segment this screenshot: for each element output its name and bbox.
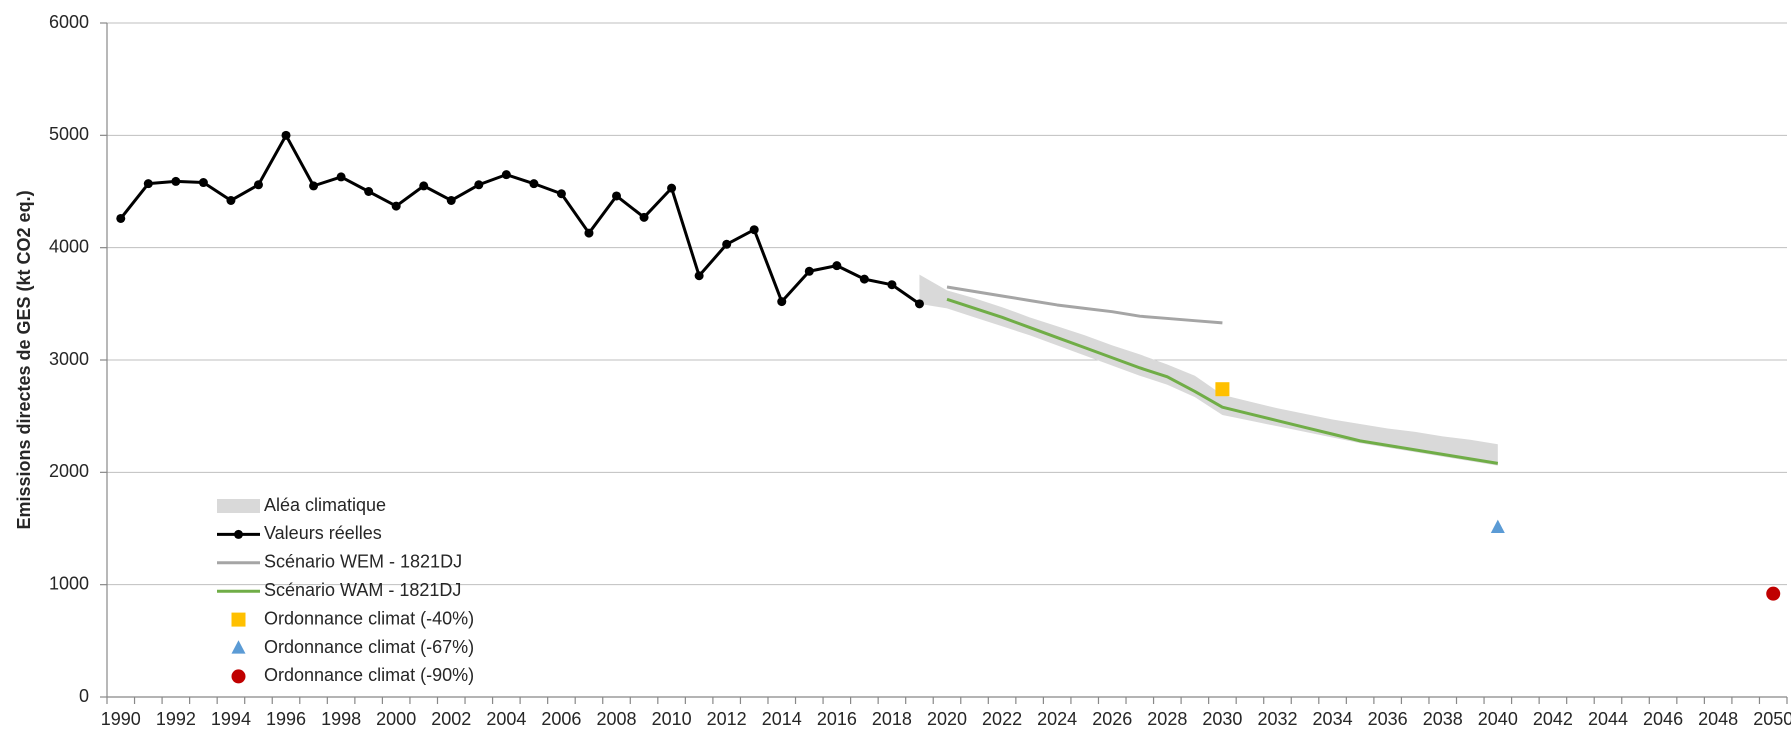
legend-item: Ordonnance climat (-90%) [231,665,474,685]
point [556,189,566,199]
point [612,191,622,201]
legend-label: Scénario WAM - 1821DJ [264,580,461,600]
point [694,271,704,281]
x-tick-label: 2014 [762,709,802,729]
point [777,297,787,307]
point [391,201,401,211]
legend-marker [234,529,243,539]
x-tick-label: 2050 [1753,709,1791,729]
x-tick-label: 2018 [872,709,912,729]
legend-label: Scénario WEM - 1821DJ [264,552,462,572]
legend-marker [231,669,246,684]
point [914,299,924,309]
point [722,239,732,249]
x-tick-label: 2046 [1643,709,1683,729]
x-tick-label: 2034 [1313,709,1353,729]
x-tick-label: 2002 [431,709,471,729]
point [1766,586,1781,601]
y-tick-label: 5000 [49,124,89,144]
x-tick-label: 2008 [596,709,636,729]
point [1490,519,1505,533]
legend-item: Scénario WAM - 1821DJ [217,580,461,600]
x-tick-label: 2028 [1147,709,1187,729]
x-tick-label: 1996 [266,709,306,729]
x-tick-label: 1990 [101,709,141,729]
y-tick-label: 1000 [49,573,89,593]
x-tick-label: 2032 [1257,709,1297,729]
legend-item: Ordonnance climat (-40%) [231,608,474,628]
legend-marker [231,640,246,654]
legend-item: Valeurs réelles [217,523,382,543]
x-tick-label: 2016 [817,709,857,729]
x-tick-label: 2040 [1478,709,1518,729]
point [804,266,814,276]
point [639,212,649,222]
point [336,172,346,182]
point [749,225,759,235]
legend-marker [231,612,246,627]
point [584,228,594,238]
x-tick-label: 2020 [927,709,967,729]
legend-item: Aléa climatique [217,495,386,515]
point [143,179,153,189]
x-tick-label: 1994 [211,709,251,729]
x-tick-label: 2030 [1202,709,1242,729]
legend-label: Ordonnance climat (-90%) [264,665,474,685]
point [446,195,456,205]
x-tick-label: 2036 [1368,709,1408,729]
line [946,297,1499,465]
x-tick-label: 1998 [321,709,361,729]
point [364,187,374,196]
y-tick-label: 0 [79,686,89,706]
point [226,195,236,205]
legend-swatch [217,499,260,513]
legend-item: Ordonnance climat (-67%) [231,637,474,657]
x-tick-label: 2042 [1533,709,1573,729]
point [116,213,126,223]
x-tick-label: 2000 [376,709,416,729]
x-tick-label: 2044 [1588,709,1628,729]
y-tick-label: 3000 [49,349,89,369]
band-area [919,274,1498,466]
x-tick-label: 2004 [486,709,526,729]
x-tick-label: 2026 [1092,709,1132,729]
point [832,261,842,271]
x-tick-label: 2022 [982,709,1022,729]
legend-item: Scénario WEM - 1821DJ [217,552,462,572]
point [198,178,208,188]
point [253,180,263,190]
x-tick-label: 2012 [707,709,747,729]
point [667,183,677,193]
x-tick-label: 2024 [1037,709,1077,729]
point [1215,382,1230,397]
x-tick-label: 2010 [652,709,692,729]
legend-label: Aléa climatique [264,495,386,515]
point [474,180,484,190]
point [171,176,181,186]
y-axis-label: Emissions directes de GES (kt CO2 eq.) [14,190,34,529]
point [309,181,319,191]
x-tick-label: 2048 [1698,709,1738,729]
y-tick-label: 6000 [49,12,89,32]
line [946,285,1223,325]
x-tick-label: 2006 [541,709,581,729]
point [419,181,429,191]
y-tick-label: 4000 [49,236,89,256]
point [281,130,291,140]
point [859,274,869,284]
x-tick-label: 2038 [1423,709,1463,729]
point [501,170,511,180]
legend-label: Valeurs réelles [264,523,382,543]
point [529,179,539,189]
legend-label: Ordonnance climat (-67%) [264,637,474,657]
y-tick-label: 2000 [49,461,89,481]
legend-label: Ordonnance climat (-40%) [264,608,474,628]
x-tick-label: 1992 [156,709,196,729]
line [119,133,921,306]
point [887,280,897,290]
